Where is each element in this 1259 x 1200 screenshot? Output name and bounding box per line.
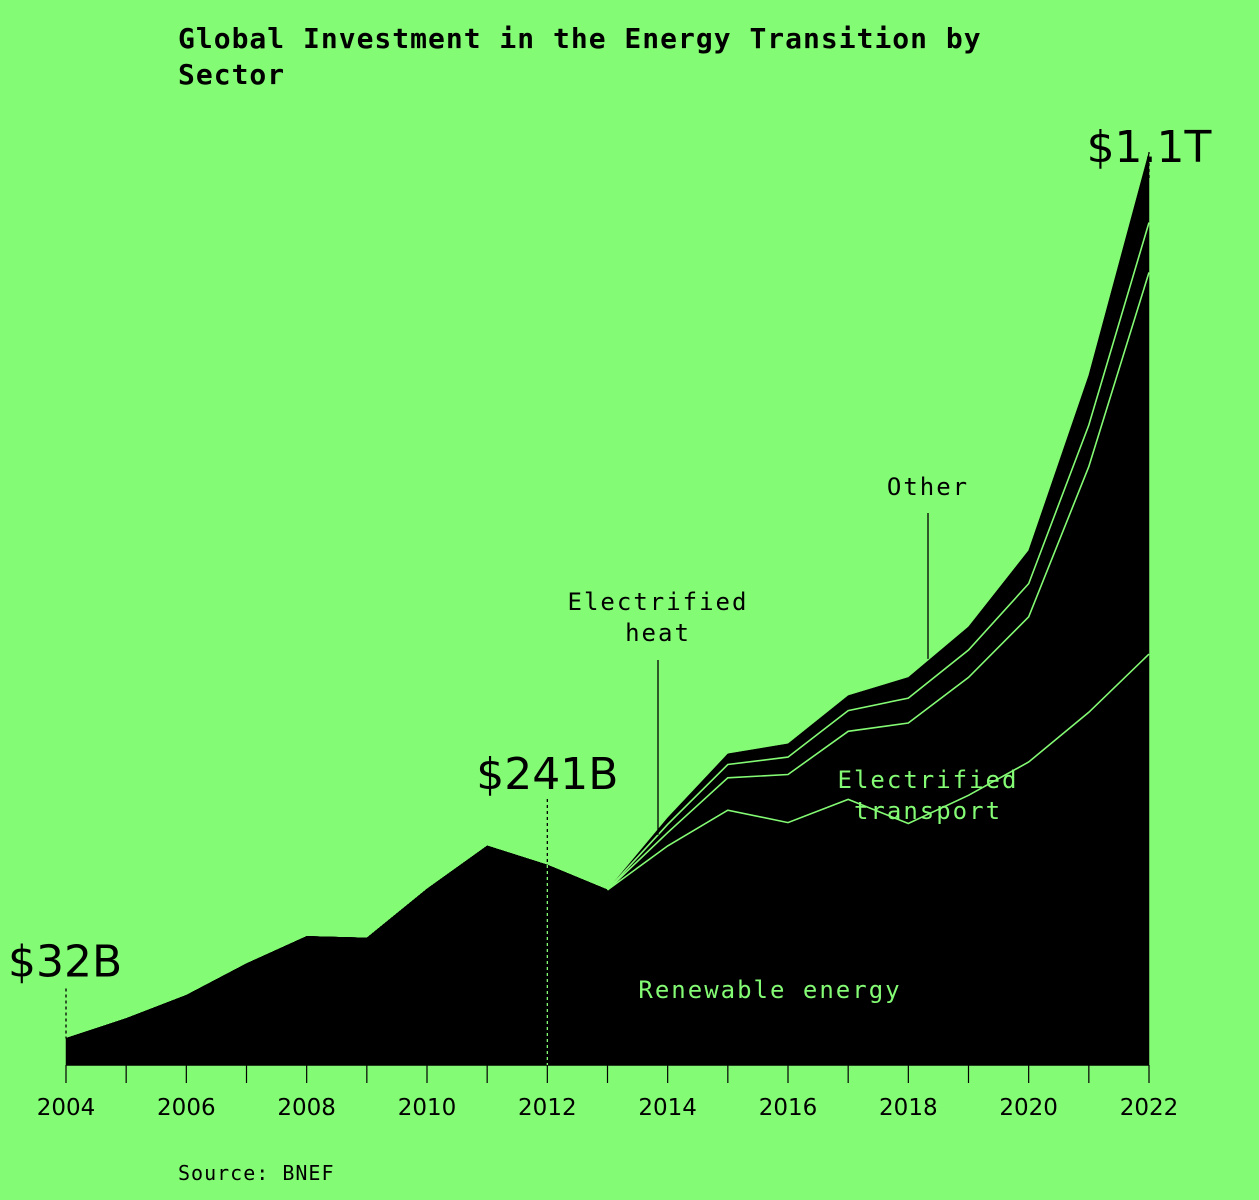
x-tick-label: 2012 bbox=[518, 1095, 577, 1121]
divider-electrified-transport bbox=[606, 272, 1150, 891]
series-label-line: heat bbox=[625, 619, 691, 647]
series-label-line: Electrified bbox=[838, 766, 1019, 794]
x-tick-label: 2022 bbox=[1120, 1095, 1179, 1121]
x-tick-label: 2010 bbox=[398, 1095, 457, 1121]
value-callouts: $32B $241B $1.1T bbox=[8, 122, 1212, 1065]
callout-241b: $241B bbox=[476, 749, 618, 800]
chart-title-line-1: Global Investment in the Energy Transiti… bbox=[178, 22, 982, 55]
callout-32b: $32B bbox=[8, 936, 122, 987]
series-label-other: Other bbox=[887, 473, 969, 501]
series-label-line: transport bbox=[854, 797, 1002, 825]
x-tick-label: 2014 bbox=[638, 1095, 697, 1121]
x-tick-label: 2018 bbox=[879, 1095, 938, 1121]
area-other bbox=[65, 151, 1150, 1039]
callout-1-1t: $1.1T bbox=[1087, 122, 1212, 173]
series-label-renewable-energy: Renewable energy bbox=[638, 976, 901, 1004]
divider-electrified-heat bbox=[606, 222, 1150, 891]
series-dividers bbox=[606, 222, 1150, 891]
series-label-line: Other bbox=[887, 473, 969, 501]
series-label-electrified-heat: Electrified heat bbox=[568, 588, 749, 647]
x-tick-label: 2006 bbox=[157, 1095, 216, 1121]
x-tick-label: 2020 bbox=[999, 1095, 1058, 1121]
x-tick-label: 2004 bbox=[37, 1095, 96, 1121]
series-label-line: Renewable energy bbox=[638, 976, 901, 1004]
x-tick-label: 2008 bbox=[277, 1095, 336, 1121]
series-label-electrified-transport: Electrified transport bbox=[838, 766, 1019, 825]
divider-renewable-energy bbox=[607, 653, 1150, 891]
x-tick-label: 2016 bbox=[759, 1095, 818, 1121]
chart-title-line-2: Sector bbox=[178, 58, 285, 91]
x-axis: 2004 2006 2008 2010 2012 2014 2016 2018 2020 2022 bbox=[37, 1064, 1179, 1121]
series-label-line: Electrified bbox=[568, 588, 749, 616]
source-note: Source: BNEF bbox=[178, 1161, 335, 1185]
